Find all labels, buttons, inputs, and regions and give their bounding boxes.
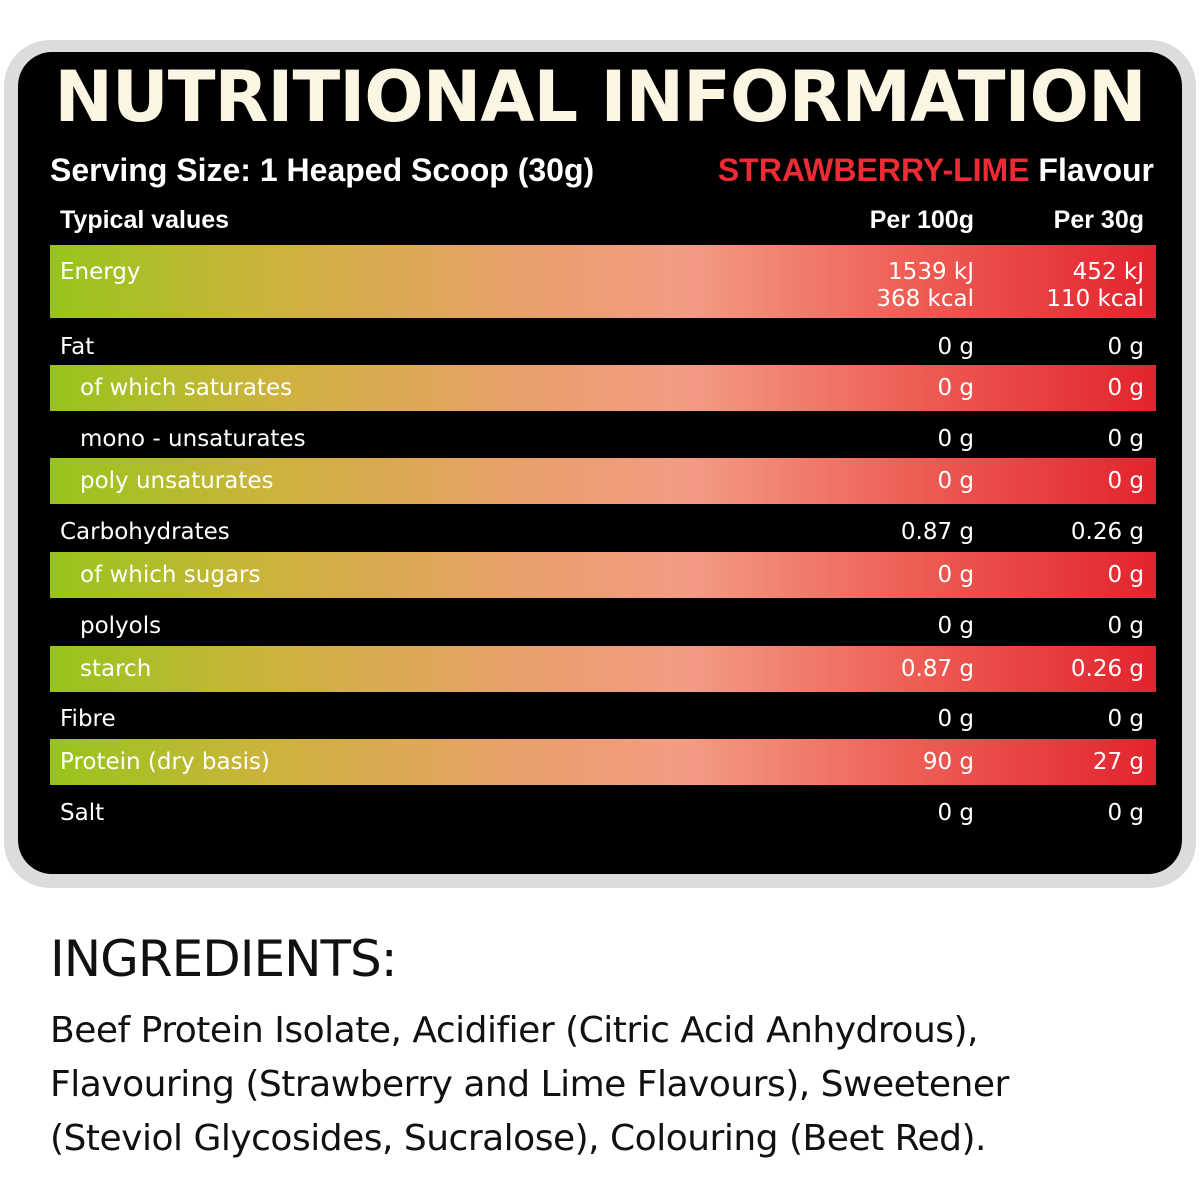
energy-per-100g: 1539 kJ 368 kcal xyxy=(876,259,974,313)
table-row-energy: Energy 1539 kJ 368 kcal 452 kJ 110 kcal xyxy=(50,245,1156,318)
row-label: Salt xyxy=(60,800,105,826)
row-per-30g: 0 g xyxy=(1107,468,1144,494)
energy-kcal-30g: 110 kcal xyxy=(1046,286,1144,312)
row-label: mono - unsaturates xyxy=(80,426,306,452)
table-row: Fat 0 g 0 g xyxy=(50,324,1156,370)
row-per-100g: 0 g xyxy=(937,562,974,588)
row-label: Protein (dry basis) xyxy=(60,749,270,775)
serving-line: Serving Size: 1 Heaped Scoop (30g) STRAW… xyxy=(50,152,1154,189)
row-per-30g: 0.26 g xyxy=(1070,656,1144,682)
table-row: of which sugars 0 g 0 g xyxy=(50,552,1156,598)
ingredients-text: Beef Protein Isolate, Acidifier (Citric … xyxy=(50,1004,1160,1166)
row-per-100g: 0.87 g xyxy=(900,656,974,682)
ingredients-title: INGREDIENTS: xyxy=(50,930,398,988)
header-typical-values: Typical values xyxy=(60,206,230,234)
row-per-100g: 90 g xyxy=(922,749,974,775)
header-per-30g: Per 30g xyxy=(1053,206,1144,234)
row-per-30g: 0 g xyxy=(1107,800,1144,826)
row-per-30g: 0 g xyxy=(1107,426,1144,452)
table-row: poly unsaturates 0 g 0 g xyxy=(50,458,1156,504)
row-label: of which sugars xyxy=(80,562,261,588)
flavour-name: STRAWBERRY-LIME xyxy=(717,152,1030,188)
row-per-100g: 0.87 g xyxy=(900,519,974,545)
row-per-30g: 0 g xyxy=(1107,562,1144,588)
panel-title: NUTRITIONAL INFORMATION xyxy=(54,56,1146,138)
row-per-30g: 0.26 g xyxy=(1070,519,1144,545)
table-row: polyols 0 g 0 g xyxy=(50,603,1156,649)
table-row: Carbohydrates 0.87 g 0.26 g xyxy=(50,509,1156,555)
row-per-100g: 0 g xyxy=(937,334,974,360)
ingredients-line: Beef Protein Isolate, Acidifier (Citric … xyxy=(50,1010,979,1051)
ingredients-line: (Steviol Glycosides, Sucralose), Colouri… xyxy=(50,1118,986,1159)
row-per-30g: 27 g xyxy=(1092,749,1144,775)
row-per-30g: 0 g xyxy=(1107,706,1144,732)
header-per-100g: Per 100g xyxy=(869,206,974,234)
ingredients-line: Flavouring (Strawberry and Lime Flavours… xyxy=(50,1064,1009,1105)
energy-kcal-100g: 368 kcal xyxy=(876,286,974,312)
flavour-suffix: Flavour xyxy=(1038,152,1154,188)
row-per-100g: 0 g xyxy=(937,706,974,732)
row-per-100g: 0 g xyxy=(937,800,974,826)
table-row: mono - unsaturates 0 g 0 g xyxy=(50,416,1156,462)
row-per-30g: 0 g xyxy=(1107,375,1144,401)
energy-kj-30g: 452 kJ xyxy=(1072,259,1144,285)
row-label: starch xyxy=(80,656,152,682)
row-per-100g: 0 g xyxy=(937,426,974,452)
row-per-30g: 0 g xyxy=(1107,334,1144,360)
row-per-30g: 0 g xyxy=(1107,613,1144,639)
row-per-100g: 0 g xyxy=(937,613,974,639)
table-row: Fibre 0 g 0 g xyxy=(50,696,1156,742)
table-row: Protein (dry basis) 90 g 27 g xyxy=(50,739,1156,785)
energy-per-30g: 452 kJ 110 kcal xyxy=(1046,259,1144,313)
energy-label: Energy xyxy=(60,259,141,285)
energy-kj-100g: 1539 kJ xyxy=(888,259,974,285)
row-label: Carbohydrates xyxy=(60,519,230,545)
table-header: Typical values Per 100g Per 30g xyxy=(50,206,1156,244)
serving-size: Serving Size: 1 Heaped Scoop (30g) xyxy=(50,152,595,188)
table-row: starch 0.87 g 0.26 g xyxy=(50,646,1156,692)
table-row: Salt 0 g 0 g xyxy=(50,790,1156,836)
row-per-100g: 0 g xyxy=(937,468,974,494)
table-row: of which saturates 0 g 0 g xyxy=(50,365,1156,411)
row-label: poly unsaturates xyxy=(80,468,274,494)
row-label: polyols xyxy=(80,613,162,639)
flavour: STRAWBERRY-LIME Flavour xyxy=(718,152,1154,189)
row-label: of which saturates xyxy=(80,375,293,401)
row-label: Fibre xyxy=(60,706,116,732)
row-label: Fat xyxy=(60,334,95,360)
row-per-100g: 0 g xyxy=(937,375,974,401)
